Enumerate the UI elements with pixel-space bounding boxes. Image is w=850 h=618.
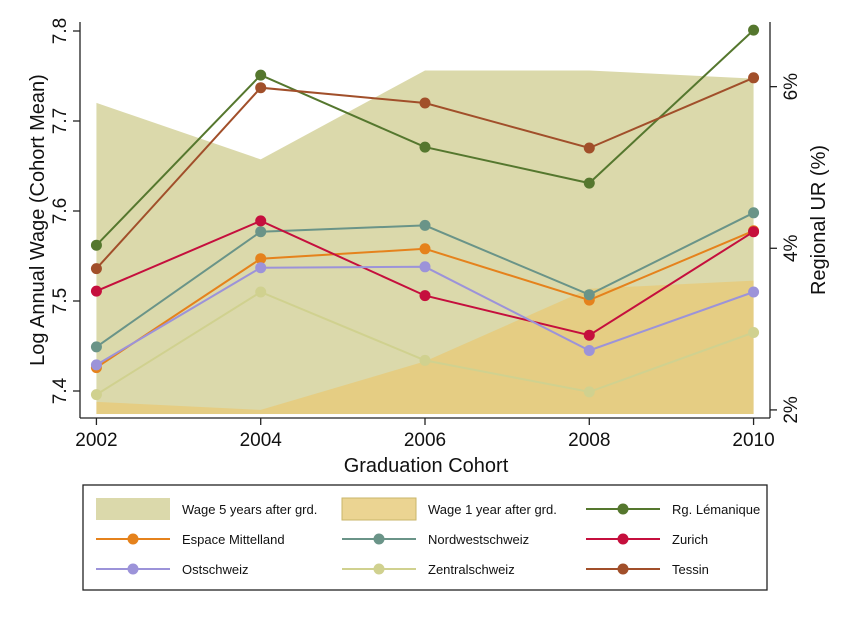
legend-swatch-marker-3 xyxy=(617,533,629,545)
series-layer xyxy=(90,24,760,401)
series-6-point-2010 xyxy=(748,72,760,84)
series-2-point-2004 xyxy=(255,226,267,238)
legend: Wage 5 years after grd. Wage 1 year after… xyxy=(82,484,768,591)
legend-swatch-marker-1 xyxy=(127,533,139,545)
areas-layer xyxy=(96,70,754,414)
legend-swatch-marker-4 xyxy=(127,563,139,575)
legend-swatch-marker-5 xyxy=(373,563,385,575)
series-3-point-2010 xyxy=(748,226,760,238)
y2-axis-label: Regional UR (%) xyxy=(808,145,830,295)
series-3-point-2006 xyxy=(419,290,431,302)
x-axis-label: Graduation Cohort xyxy=(344,455,509,477)
legend-label-8: Tessin xyxy=(672,562,709,577)
legend-label-3: Espace Mittelland xyxy=(182,532,285,547)
series-2-point-2002 xyxy=(90,341,102,353)
legend-box xyxy=(82,484,768,591)
y-tick-label-7.7: 7.7 xyxy=(50,108,71,134)
y-tick-label-7.8: 7.8 xyxy=(50,18,71,44)
series-2-point-2008 xyxy=(583,289,595,301)
y2-tick-label-6: 6% xyxy=(781,73,802,101)
series-4-point-2010 xyxy=(748,286,760,298)
x-tick-label-2010: 2010 xyxy=(732,430,774,451)
legend-label-2: Rg. Lémanique xyxy=(672,502,760,517)
area-1 xyxy=(96,280,754,414)
series-5-point-2008 xyxy=(583,386,595,398)
legend-label-0: Wage 5 years after grd. xyxy=(182,502,317,517)
series-1-point-2004 xyxy=(255,253,267,265)
series-5-point-2004 xyxy=(255,286,267,298)
series-2-point-2006 xyxy=(419,219,431,231)
y-tick-label-7.4: 7.4 xyxy=(50,377,71,404)
series-5-point-2010 xyxy=(748,327,760,338)
legend-label-4: Nordwestschweiz xyxy=(428,532,529,547)
series-3-point-2002 xyxy=(90,285,102,297)
series-0-point-2008 xyxy=(583,177,595,189)
x-tick-label-2004: 2004 xyxy=(240,430,283,451)
axes-layer: 2002 2004 2006 2008 2010 7.4 7.5 7.6 7.7 7.8 2% 4% 6… xyxy=(50,18,802,451)
legend-label-5: Zurich xyxy=(672,532,708,547)
series-4-point-2004 xyxy=(255,262,267,274)
series-0-point-2006 xyxy=(419,141,431,153)
series-5-point-2006 xyxy=(419,354,431,366)
legend-label-1: Wage 1 year after grd. xyxy=(428,502,557,517)
series-6-point-2002 xyxy=(90,263,102,275)
series-0-point-2002 xyxy=(90,239,102,251)
y-axis-label: Log Annual Wage (Cohort Mean) xyxy=(27,74,49,366)
y-tick-label-7.6: 7.6 xyxy=(50,198,71,224)
x-tick-label-2008: 2008 xyxy=(568,430,610,451)
series-4-point-2008 xyxy=(583,345,595,356)
x-tick-label-2006: 2006 xyxy=(404,430,446,451)
series-3-point-2008 xyxy=(583,329,595,341)
series-4-point-2006 xyxy=(419,261,431,273)
legend-swatch-marker-6 xyxy=(617,563,629,575)
y2-tick-label-2: 2% xyxy=(781,396,802,424)
legend-swatch-marker-2 xyxy=(373,533,385,545)
series-6-point-2008 xyxy=(583,142,595,154)
legend-label-6: Ostschweiz xyxy=(182,562,248,577)
legend-swatch-marker-0 xyxy=(617,503,629,515)
legend-swatch-area-0 xyxy=(96,498,170,520)
y2-tick-label-4: 4% xyxy=(781,234,802,262)
series-0-point-2004 xyxy=(255,69,267,81)
legend-swatch-area-1 xyxy=(341,497,417,521)
legend-label-7: Zentralschweiz xyxy=(428,562,515,577)
series-6-point-2006 xyxy=(419,97,431,109)
series-4-point-2002 xyxy=(90,359,102,371)
series-0-point-2010 xyxy=(748,24,760,36)
series-2-point-2010 xyxy=(748,207,760,219)
series-5-point-2002 xyxy=(90,389,102,401)
x-tick-label-2002: 2002 xyxy=(75,430,117,451)
series-1-point-2006 xyxy=(419,243,431,255)
y-tick-label-7.5: 7.5 xyxy=(50,288,71,314)
series-3-point-2004 xyxy=(255,215,267,227)
series-6-point-2004 xyxy=(255,82,267,94)
